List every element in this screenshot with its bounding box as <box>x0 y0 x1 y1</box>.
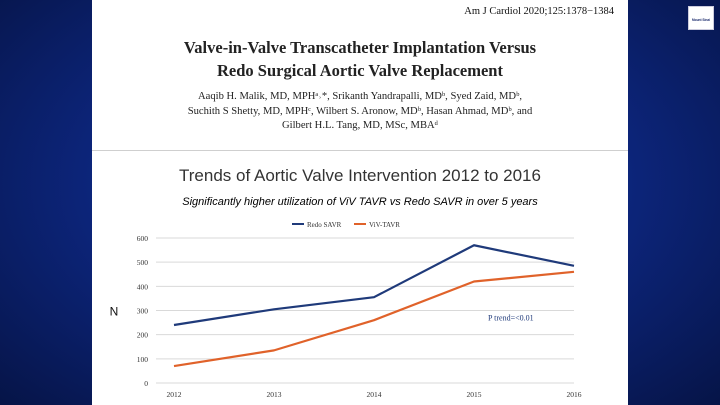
journal-citation: Am J Cardiol 2020;125:1378−1384 <box>464 6 614 17</box>
authors-line-3: Gilbert H.L. Tang, MD, MSc, MBAᵈ <box>282 120 438 131</box>
authors-line-1: Aaqib H. Malik, MD, MPHᵃ˒*, Srikanth Yan… <box>197 91 523 102</box>
line-chart: 0 100 200 300 400 500 600 N 2012 2013 2014 2015 2016… <box>110 221 582 399</box>
chart-subtitle: Significantly higher utilization of ViV … <box>182 196 538 208</box>
y-tick-label: 200 <box>137 331 149 340</box>
paper-title-line-1: Valve-in-Valve Transcatheter Implantatio… <box>183 38 537 57</box>
header-divider <box>92 150 628 151</box>
paper-title: Valve-in-Valve Transcatheter Implantatio… <box>92 36 628 82</box>
y-tick-label: 600 <box>137 234 149 243</box>
y-tick-label: 400 <box>137 282 149 291</box>
legend-label: ViV-TAVR <box>369 221 400 229</box>
x-tick-label: 2014 <box>367 390 382 399</box>
x-tick-label: 2015 <box>467 390 482 399</box>
logo-text: Mount Sinai <box>691 18 711 22</box>
institution-logo: Mount Sinai <box>688 6 714 30</box>
author-list: Aaqib H. Malik, MD, MPHᵃ˒*, Srikanth Yan… <box>92 90 628 134</box>
chart-title: Trends of Aortic Valve Intervention 2012… <box>179 166 541 185</box>
y-axis-label: N <box>110 305 119 319</box>
y-tick-label: 500 <box>137 258 149 267</box>
y-tick-label: 300 <box>137 307 149 316</box>
x-tick-label: 2012 <box>167 390 182 399</box>
paper-title-line-2: Redo Surgical Aortic Valve Replacement <box>217 61 503 80</box>
y-tick-label: 100 <box>137 355 149 364</box>
slide: Am J Cardiol 2020;125:1378−1384 Valve-in… <box>92 0 628 405</box>
x-tick-label: 2016 <box>567 390 582 399</box>
y-tick-label: 0 <box>144 379 148 388</box>
x-tick-label: 2013 <box>267 390 282 399</box>
authors-line-2: Suchith S Shetty, MD, MPHᶜ, Wilbert S. A… <box>187 105 533 117</box>
p-trend-annotation: P trend=<0.01 <box>488 314 534 323</box>
legend-label: Redo SAVR <box>307 221 342 229</box>
